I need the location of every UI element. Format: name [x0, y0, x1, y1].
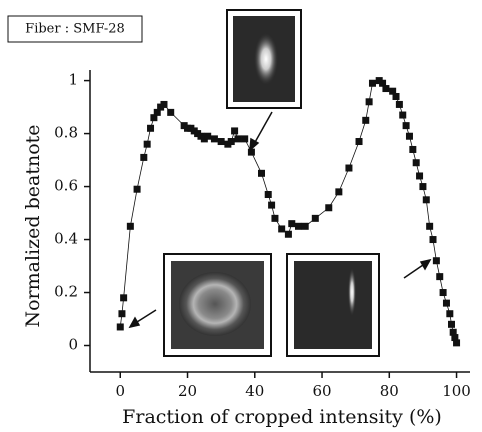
inset-top	[226, 9, 302, 109]
data-point	[405, 132, 413, 140]
inset-bottom-left	[163, 253, 272, 357]
data-point	[264, 191, 272, 199]
data-point	[160, 100, 168, 108]
data-point	[362, 116, 370, 124]
data-point	[325, 204, 333, 212]
data-point	[402, 122, 410, 130]
y-tick-label: 0.8	[54, 124, 78, 142]
arrows	[128, 111, 432, 329]
data-point	[227, 138, 235, 146]
data-point	[392, 92, 400, 100]
x-tick-label: 40	[245, 382, 264, 400]
data-point	[311, 214, 319, 222]
data-point	[426, 222, 434, 230]
y-tick-label: 1	[68, 71, 78, 89]
data-point	[143, 140, 151, 148]
x-axis-label: Fraction of cropped intensity (%)	[122, 406, 442, 428]
inset-bottom-right	[286, 253, 380, 357]
data-point	[422, 196, 430, 204]
data-point	[389, 87, 397, 95]
y-tick-label: 0.6	[54, 177, 78, 195]
y-tick-label: 0.2	[54, 283, 78, 301]
data-point	[288, 220, 296, 228]
data-point	[167, 108, 175, 116]
x-tick-label: 0	[115, 382, 125, 400]
data-point	[448, 320, 456, 328]
data-point	[210, 135, 218, 143]
data-point	[153, 108, 161, 116]
data-point	[439, 289, 447, 297]
data-point	[271, 214, 279, 222]
data-point	[147, 124, 155, 132]
data-point	[382, 85, 390, 93]
plot-area: 0 0.2 0.4 0.6 0.8 1 0 20 40 60 80 100	[54, 70, 471, 400]
data-point	[294, 222, 302, 230]
data-point	[217, 138, 225, 146]
data-point	[247, 148, 255, 156]
data-point	[204, 132, 212, 140]
data-point	[116, 323, 124, 331]
data-point	[365, 98, 373, 106]
data-point	[419, 183, 427, 191]
data-point	[436, 273, 444, 281]
data-point	[368, 79, 376, 87]
data-point	[432, 257, 440, 265]
data-point	[150, 114, 158, 122]
data-point	[345, 164, 353, 172]
data-point	[355, 138, 363, 146]
data-point	[268, 201, 276, 209]
data-point	[416, 172, 424, 180]
data-point	[140, 153, 148, 161]
data-point	[429, 236, 437, 244]
data-point	[453, 339, 461, 347]
x-tick-label: 60	[312, 382, 331, 400]
x-tick-label: 100	[442, 382, 471, 400]
data-point	[231, 127, 239, 135]
data-point	[399, 111, 407, 119]
annotation: Fiber : SMF-28	[25, 22, 125, 37]
data-point	[126, 222, 134, 230]
data-point	[133, 185, 141, 193]
data-point	[278, 225, 286, 233]
data-point	[409, 145, 417, 153]
data-point	[284, 230, 292, 238]
data-point	[241, 135, 249, 143]
data-point	[442, 299, 450, 307]
y-tick-label: 0	[68, 336, 78, 354]
data-point	[118, 310, 126, 318]
x-tick-label: 80	[380, 382, 399, 400]
data-point	[449, 328, 457, 336]
y-axis-label: Normalized beatnote	[22, 124, 44, 327]
data-point	[335, 188, 343, 196]
annotation-box	[7, 15, 143, 43]
y-tick-label: 0.4	[54, 230, 78, 248]
data-point	[258, 169, 266, 177]
data-point	[234, 135, 242, 143]
data-point	[412, 159, 420, 167]
data-point	[451, 334, 459, 342]
data-point	[301, 222, 309, 230]
data-point	[446, 310, 454, 318]
data-point	[120, 294, 128, 302]
x-tick-label: 20	[178, 382, 197, 400]
data-point	[395, 100, 403, 108]
data-point	[379, 79, 387, 87]
